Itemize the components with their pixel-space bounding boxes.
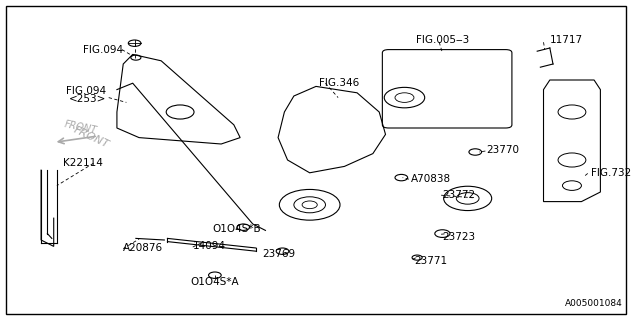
Text: O1O4S*A: O1O4S*A	[191, 276, 239, 287]
Text: K22114: K22114	[63, 158, 103, 168]
Text: FIG.732: FIG.732	[591, 168, 631, 178]
Text: 14094: 14094	[193, 241, 226, 252]
Text: FRONT: FRONT	[63, 119, 98, 136]
Text: FIG.094: FIG.094	[66, 86, 106, 96]
Text: FRONT: FRONT	[72, 125, 111, 150]
Text: A20876: A20876	[124, 243, 163, 253]
Text: 23771: 23771	[414, 256, 447, 266]
Text: O1O4S*B: O1O4S*B	[212, 224, 261, 234]
Text: 23769: 23769	[262, 249, 296, 260]
Text: FIG.094: FIG.094	[83, 44, 124, 55]
Text: 23772: 23772	[442, 190, 476, 200]
Text: FIG.346: FIG.346	[319, 78, 360, 88]
Text: FIG.005‒3: FIG.005‒3	[416, 35, 469, 45]
Text: A005001084: A005001084	[564, 299, 623, 308]
FancyBboxPatch shape	[382, 50, 512, 128]
Text: 11717: 11717	[550, 35, 583, 45]
Text: <253>: <253>	[68, 94, 106, 104]
FancyBboxPatch shape	[6, 6, 626, 314]
Text: 23723: 23723	[442, 232, 476, 242]
Text: 23770: 23770	[486, 145, 520, 156]
Text: A70838: A70838	[411, 174, 451, 184]
